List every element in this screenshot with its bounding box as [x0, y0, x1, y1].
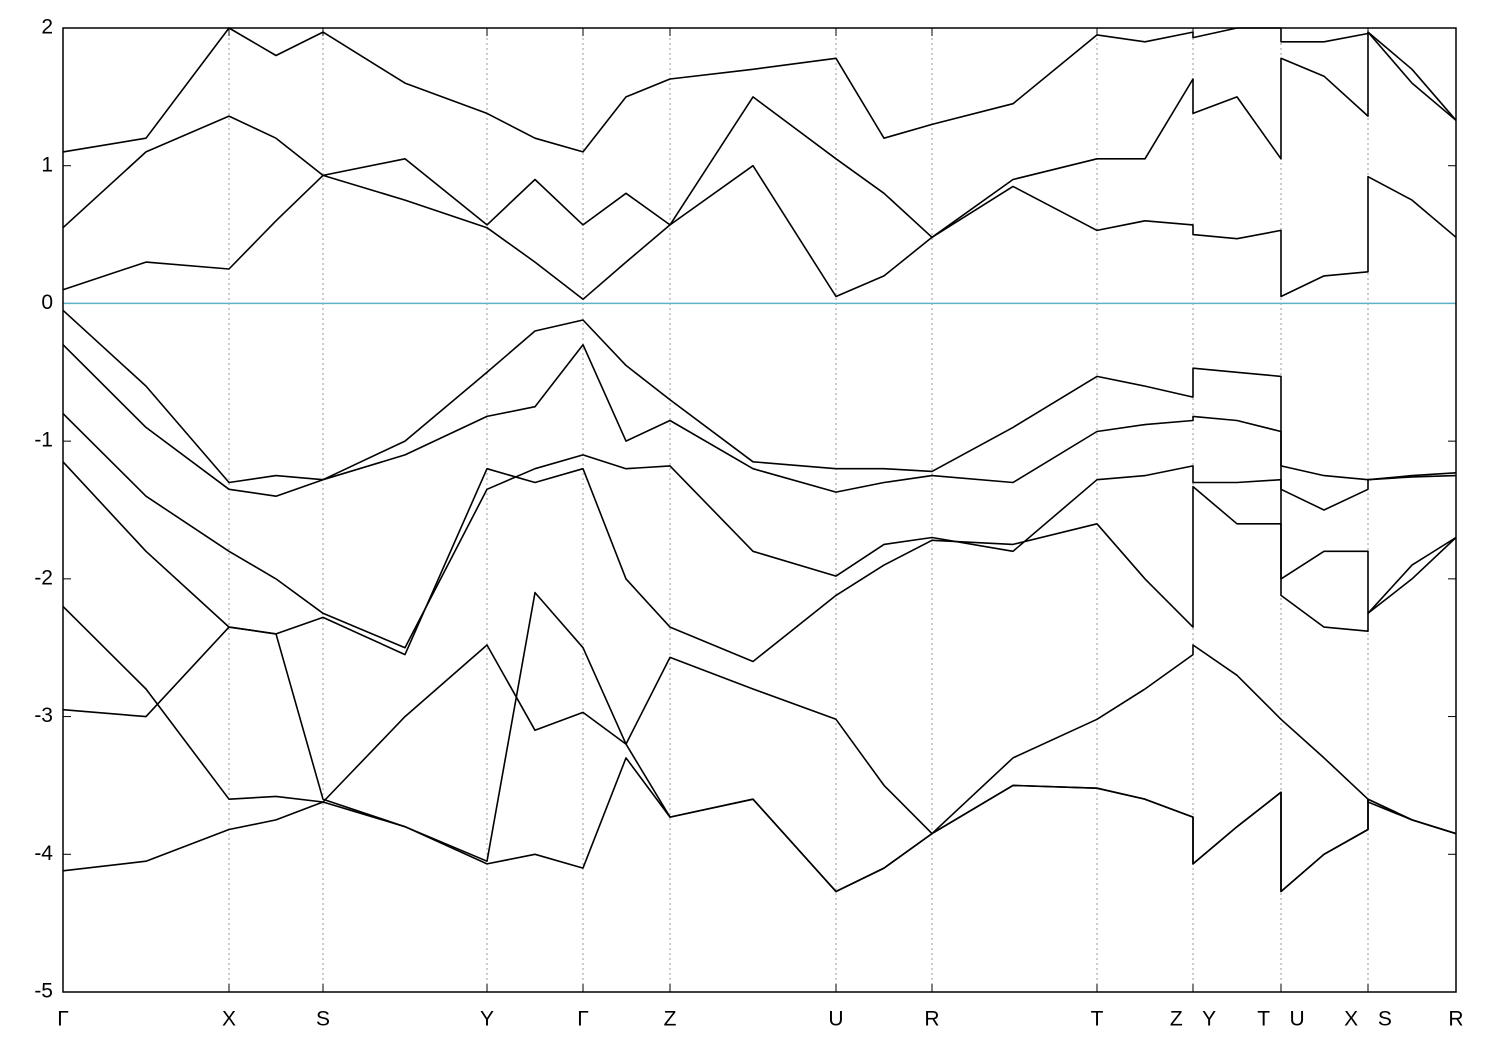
band-line	[62, 605, 1457, 835]
x-tick-label: Y	[480, 1008, 494, 1031]
y-tick-label: 2	[41, 16, 53, 39]
band-line	[62, 309, 1457, 484]
plot-frame	[62, 27, 1457, 993]
band-line	[62, 27, 1457, 153]
y-tick-label: -3	[34, 704, 53, 727]
x-tick-label: R	[924, 1008, 939, 1031]
y-tick-label: 0	[41, 291, 53, 314]
x-tick-label: T	[1091, 1008, 1104, 1031]
y-tick-label: -1	[34, 429, 53, 452]
x-tick-label: Γ	[57, 1008, 69, 1031]
x-tick-label: Γ	[577, 1008, 589, 1031]
band-line	[62, 164, 1457, 301]
band-line	[62, 591, 1457, 893]
x-tick-label: X S	[1344, 1008, 1392, 1031]
x-tick-label: Z Y	[1170, 1008, 1216, 1031]
x-tick-label: U	[828, 1008, 843, 1031]
x-tick-label: R	[1448, 1008, 1463, 1031]
x-tick-label: Z	[664, 1008, 677, 1031]
y-tick-label: -5	[34, 980, 53, 1003]
y-tick-label: -2	[34, 566, 53, 589]
x-tick-label: S	[316, 1008, 330, 1031]
band-line	[62, 31, 1457, 239]
band-line	[62, 413, 1457, 649]
band-line	[62, 343, 1457, 511]
band-line	[62, 461, 1457, 663]
x-tick-label: X	[222, 1008, 236, 1031]
y-tick-label: 1	[41, 153, 53, 176]
y-tick-label: -4	[34, 842, 53, 865]
x-tick-label: T U	[1257, 1008, 1304, 1031]
band-line	[62, 757, 1457, 893]
